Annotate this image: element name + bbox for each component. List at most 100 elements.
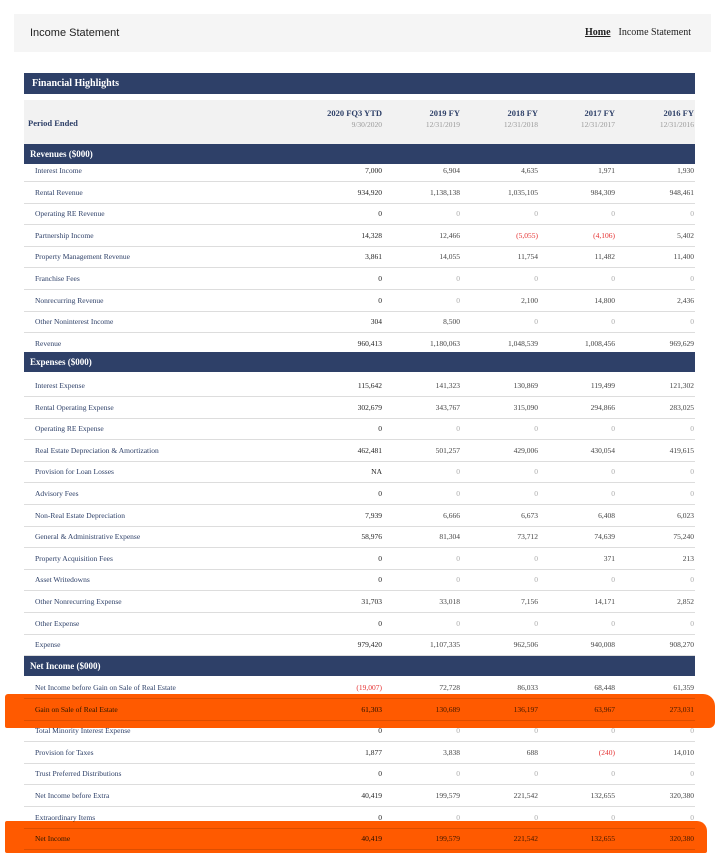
table-row: Other Noninterest Income 304 8,500 0 0 0 — [24, 311, 695, 334]
table-row: Other Expense 0 0 0 0 0 — [24, 613, 695, 635]
cell-value: 343,767 — [435, 402, 460, 412]
cell-value: 11,482 — [594, 252, 615, 262]
row-label: Trust Preferred Distributions — [35, 769, 122, 779]
cell-value: 948,461 — [669, 187, 694, 197]
cell-value: 984,309 — [590, 187, 615, 197]
cell-value: 1,048,539 — [508, 338, 538, 348]
cell-value: 72,728 — [439, 683, 460, 692]
cell-value: 0 — [690, 274, 694, 283]
section-header: Revenues ($000) — [24, 144, 695, 164]
cell-value: 132,655 — [590, 791, 615, 800]
cell-value: 0 — [378, 618, 382, 628]
cell-value: 0 — [534, 812, 538, 822]
table-row: General & Administrative Expense 58,976 81… — [24, 526, 695, 549]
cell-value: 0 — [534, 317, 538, 327]
breadcrumb: Home Income Statement — [585, 27, 691, 38]
cell-value: 0 — [456, 812, 460, 822]
cell-value: 0 — [690, 812, 694, 822]
table-row: Trust Preferred Distributions 0 0 0 0 0 — [24, 763, 695, 786]
cell-value: 419,615 — [669, 445, 694, 455]
table-row: Advisory Fees 0 0 0 0 0 — [24, 483, 695, 505]
row-label: Net Income before Extra — [35, 791, 110, 800]
cell-value: 0 — [690, 618, 694, 628]
table-row: Franchise Fees 0 0 0 0 0 — [24, 268, 695, 290]
breadcrumb-home-link[interactable]: Home — [584, 27, 611, 38]
cell-value: 12,466 — [439, 230, 460, 240]
period-header: 2020 FQ3 YTD 9/30/2020 — [302, 108, 382, 129]
period-header: 2018 FY 12/31/2018 — [458, 108, 538, 129]
cell-value: 199,579 — [435, 791, 460, 800]
cell-value: 14,328 — [361, 230, 382, 240]
period-date: 12/31/2017 — [580, 120, 615, 129]
cell-value: 294,866 — [590, 402, 615, 412]
cell-value: 74,639 — [594, 532, 615, 542]
cell-value: 0 — [690, 424, 694, 434]
cell-value: 0 — [611, 769, 615, 779]
cell-value: 14,055 — [439, 252, 460, 262]
cell-value: 6,904 — [443, 166, 460, 175]
cell-value: 0 — [690, 769, 694, 779]
cell-value: 315,090 — [513, 402, 538, 412]
cell-value: 0 — [611, 726, 615, 736]
cell-value: 121,302 — [669, 381, 694, 390]
cell-value: 0 — [611, 575, 615, 585]
cell-value: 0 — [690, 489, 694, 498]
cell-value: (19,007) — [356, 683, 382, 692]
cell-value: 68,448 — [594, 683, 615, 692]
cell-value: 430,054 — [590, 445, 615, 455]
row-label: Provision for Taxes — [35, 747, 94, 757]
cell-value: 0 — [534, 209, 538, 219]
cell-value: 0 — [378, 295, 382, 305]
cell-value: 501,257 — [435, 445, 460, 455]
cell-value: 7,000 — [365, 166, 382, 175]
cell-value: 688 — [526, 747, 538, 757]
cell-value: 0 — [534, 726, 538, 736]
period-header: 2016 FY 12/31/2016 — [614, 108, 694, 129]
cell-value: 979,420 — [357, 640, 382, 650]
cell-value: 58,976 — [361, 532, 382, 542]
cell-value: 934,920 — [357, 187, 382, 197]
cell-value: 0 — [690, 317, 694, 327]
section-header: Expenses ($000) — [24, 352, 695, 372]
cell-value: 304 — [370, 317, 382, 327]
cell-value: 0 — [534, 618, 538, 628]
table-row: Operating RE Expense 0 0 0 0 0 — [24, 418, 695, 441]
cell-value: 115,642 — [357, 381, 382, 390]
table-row: Operating RE Revenue 0 0 0 0 0 — [24, 203, 695, 226]
panel-title: Financial Highlights — [24, 73, 695, 94]
cell-value: 429,006 — [513, 445, 538, 455]
page-title: Income Statement — [30, 27, 120, 39]
cell-value: 0 — [611, 467, 615, 477]
cell-value: 31,703 — [361, 597, 382, 606]
cell-value: 0 — [690, 209, 694, 219]
cell-value: 960,413 — [357, 338, 382, 348]
cell-value: 320,380 — [669, 791, 694, 800]
cell-value: 940,008 — [590, 640, 615, 650]
cell-value: 6,023 — [677, 510, 694, 520]
cell-value: 1,035,105 — [508, 187, 538, 197]
table-row: Non-Real Estate Depreciation 7,939 6,666 6,… — [24, 505, 695, 527]
cell-value: 0 — [378, 489, 382, 498]
cell-value: 0 — [534, 769, 538, 779]
period-label: 2018 FY — [507, 108, 538, 118]
cell-value: 0 — [456, 209, 460, 219]
row-label: Other Expense — [35, 618, 80, 628]
cell-value: 0 — [378, 209, 382, 219]
cell-value: 221,542 — [513, 791, 538, 800]
cell-value: 130,869 — [513, 381, 538, 390]
breadcrumb-current: Income Statement — [618, 27, 691, 38]
cell-value: 14,171 — [594, 597, 615, 606]
row-label: General & Administrative Expense — [35, 532, 141, 542]
cell-value: 0 — [611, 209, 615, 219]
cell-value: 0 — [611, 812, 615, 822]
table-row: Total Minority Interest Expense 0 0 0 0 0 — [24, 720, 695, 743]
row-label: Provision for Loan Losses — [35, 467, 114, 477]
row-label: Asset Writedowns — [35, 575, 90, 585]
cell-value: 6,673 — [521, 510, 538, 520]
table-row: Asset Writedowns 0 0 0 0 0 — [24, 569, 695, 592]
table-row: Property Management Revenue 3,861 14,055 11… — [24, 246, 695, 269]
cell-value: 61,359 — [673, 683, 694, 692]
cell-value: 0 — [611, 274, 615, 283]
cell-value: 3,838 — [443, 747, 460, 757]
row-label: Extraordinary Items — [35, 812, 96, 822]
